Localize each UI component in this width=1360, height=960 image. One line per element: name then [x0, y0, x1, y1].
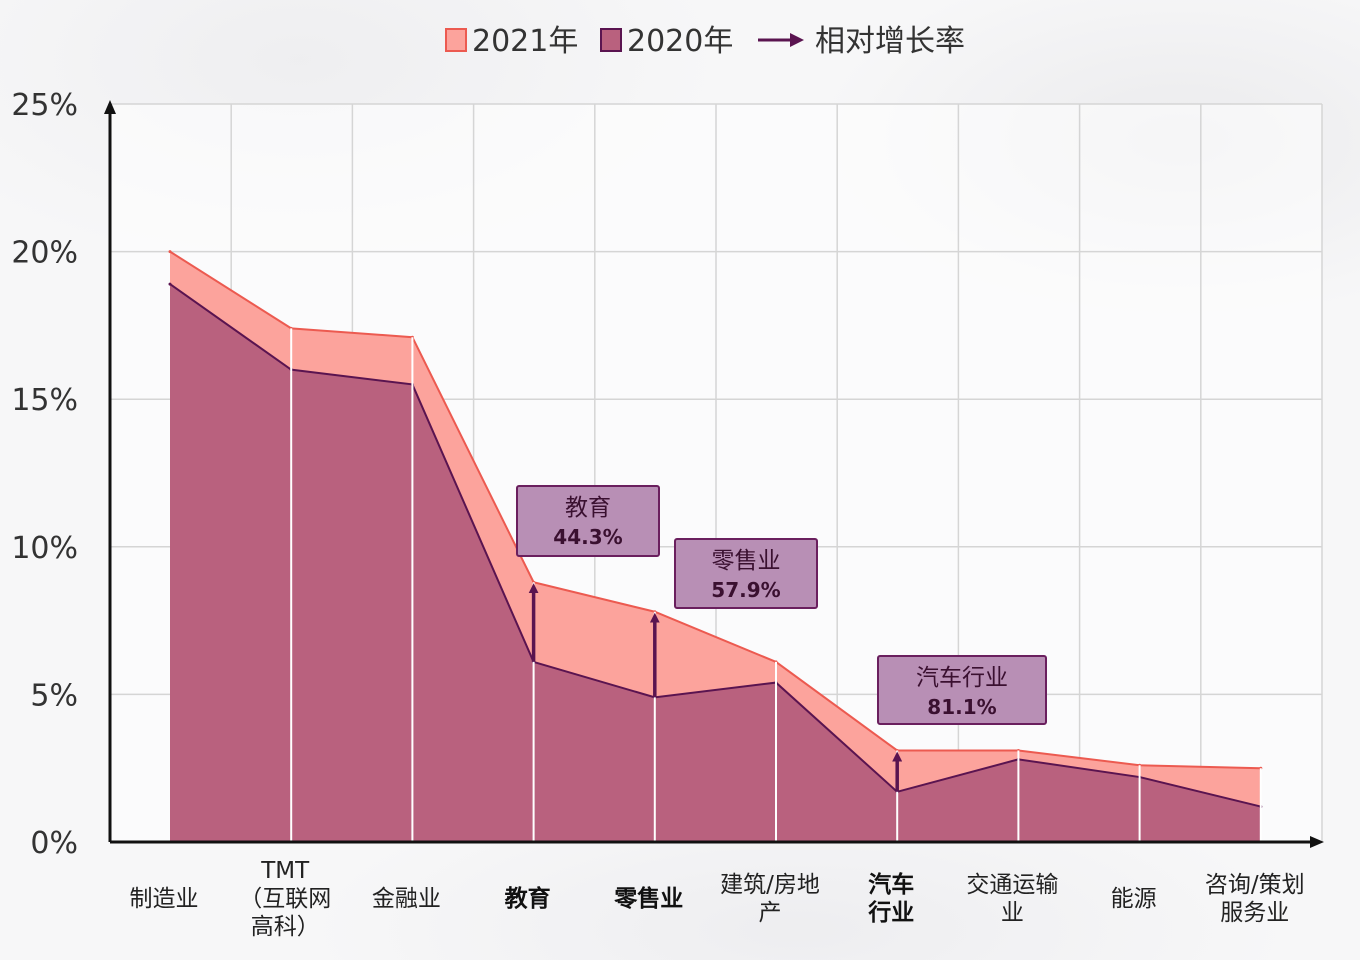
data-point: [168, 250, 172, 254]
annotation-boxes: 教育 44.3% 零售业 57.9% 汽车行业 81.1%: [516, 485, 1047, 725]
annotation-box: [877, 655, 1047, 725]
y-tick-label: 0%: [30, 826, 78, 861]
area-series: [168, 250, 1263, 843]
series-line: [169, 283, 1262, 808]
axes: [104, 100, 1324, 848]
annotation-box: [516, 485, 660, 557]
annotation-value: 81.1%: [927, 695, 996, 719]
x-category-label: 建筑/房地: [720, 872, 820, 898]
y-tick-label: 10%: [11, 531, 78, 566]
x-category-label: 产: [759, 900, 782, 926]
series-line: [169, 250, 1261, 770]
legend-label-series-1: 2021年: [472, 24, 578, 59]
y-tick-label: 15%: [11, 383, 78, 418]
category-dividers: [290, 328, 1262, 842]
y-axis-arrowhead: [104, 100, 116, 114]
annotation-value: 44.3%: [553, 525, 622, 549]
x-category-label: 零售业: [613, 885, 683, 912]
area-series-2: [170, 284, 1261, 842]
x-axis-arrowhead: [1310, 836, 1324, 848]
x-category-label: 服务业: [1220, 900, 1289, 926]
x-category-label: 交通运输: [966, 872, 1058, 898]
x-category-label: （互联网: [239, 886, 331, 912]
x-category-label: 教育: [505, 885, 551, 912]
x-category-label: TMT: [260, 858, 310, 884]
annotation-value: 57.9%: [711, 578, 780, 602]
y-tick-labels: 0% 5% 10% 15% 20% 25%: [11, 88, 78, 861]
y-tick-label: 25%: [11, 88, 78, 123]
annotation-name: 零售业: [712, 548, 781, 574]
x-category-label: 高科）: [251, 914, 320, 940]
legend-swatch-series-1: [445, 28, 467, 52]
y-tick-label: 5%: [30, 678, 78, 713]
x-category-label: 制造业: [130, 886, 199, 912]
legend-growth-arrowhead: [790, 33, 804, 47]
data-point: [168, 282, 172, 286]
y-tick-label: 20%: [11, 236, 78, 271]
x-category-label: 行业: [867, 899, 914, 926]
x-category-label: 业: [1001, 900, 1024, 926]
legend-swatch-series-2: [600, 28, 622, 52]
annotation-name: 教育: [565, 495, 611, 521]
x-category-label: 汽车: [868, 871, 914, 898]
legend-label-series-2: 2020年: [627, 24, 733, 59]
annotation-box: [674, 538, 818, 609]
x-category-label: 能源: [1111, 886, 1157, 912]
legend-label-growth: 相对增长率: [815, 24, 965, 59]
growth-arrows: [528, 583, 903, 792]
legend: 2021年 2020年 相对增长率: [445, 24, 965, 59]
x-category-label: 金融业: [372, 886, 441, 912]
annotation-name: 汽车行业: [916, 665, 1008, 691]
x-category-label: 咨询/策划: [1205, 872, 1305, 898]
